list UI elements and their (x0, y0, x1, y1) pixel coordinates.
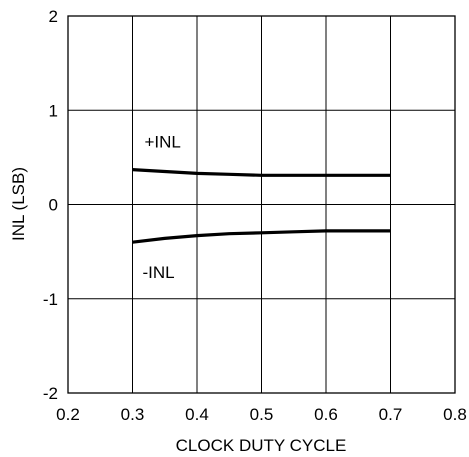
y-tick-label: 0 (49, 196, 58, 215)
y-tick-label: 1 (49, 101, 58, 120)
x-tick-label: 0.7 (379, 405, 403, 424)
x-tick-label: 0.6 (314, 405, 338, 424)
y-tick-label: -1 (43, 290, 58, 309)
y-tick-label: -2 (43, 384, 58, 403)
grid-lines (68, 16, 455, 393)
y-tick-label: 2 (49, 7, 58, 26)
series-label-minus-inl: -INL (143, 263, 175, 282)
series-lines (132, 168, 391, 244)
x-tick-label: 0.5 (250, 405, 274, 424)
series-label-plus-inl: +INL (145, 133, 181, 152)
series-labels: +INL -INL (143, 133, 181, 283)
tick-labels: 0.2 0.3 0.4 0.5 0.6 0.7 0.8 2 1 0 -1 -2 (43, 7, 467, 424)
x-tick-label: 0.2 (56, 405, 80, 424)
x-axis-title: CLOCK DUTY CYCLE (176, 436, 347, 455)
series-line-plus-inl (132, 168, 391, 177)
x-tick-label: 0.4 (185, 405, 209, 424)
x-tick-label: 0.3 (121, 405, 145, 424)
y-axis-title: INL (LSB) (9, 167, 28, 241)
x-tick-label: 0.8 (443, 405, 467, 424)
series-line-minus-inl (132, 229, 391, 244)
